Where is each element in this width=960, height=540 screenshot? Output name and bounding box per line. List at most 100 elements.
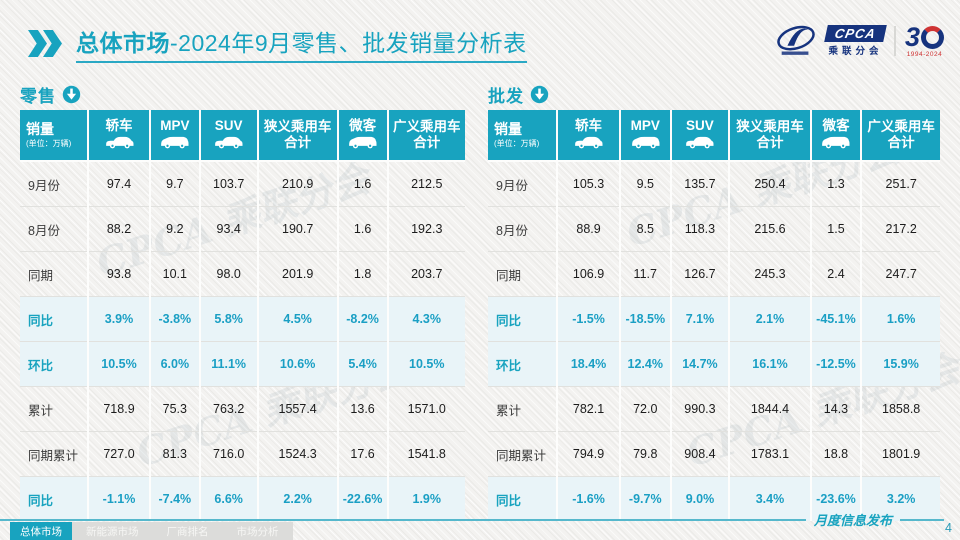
tab-label: 市场分析	[236, 525, 279, 538]
chevron-icon	[43, 30, 62, 57]
data-cell: 118.3	[670, 206, 731, 252]
row-header-title: 销量	[494, 121, 522, 138]
wholesale-section-header: 批发	[488, 84, 940, 106]
page-number: 4	[945, 521, 952, 535]
column-label: 微客	[349, 117, 377, 133]
table-row: 同期 93.8 10.1 98.0 201.9 1.8 203.7	[20, 251, 465, 297]
anniversary-ring-icon	[921, 25, 944, 49]
data-cell: 250.4	[729, 160, 812, 207]
column-header: SUV	[670, 110, 731, 161]
row-label: 同期	[488, 251, 559, 297]
retail-table-container: 零售 销量 (单位：万辆) 轿车 MPV SUV 狭义乘用车 合计 微客 广义乘用车 合计 9月份 9…	[20, 84, 465, 521]
data-cell: 763.2	[199, 386, 259, 432]
data-cell: 9.7	[149, 160, 201, 207]
cpca-logo: CPCA 乘联分会 3 1994-2024	[775, 20, 944, 62]
row-label: 环比	[20, 341, 90, 387]
column-label: 轿车	[105, 117, 133, 133]
column-header: 轿车	[88, 110, 151, 161]
table-row: 累计 782.1 72.0 990.3 1844.4 14.3 1858.8	[488, 386, 940, 432]
data-cell: 6.0%	[149, 341, 201, 387]
table-row: 环比 10.5% 6.0% 11.1% 10.6% 5.4% 10.5%	[20, 341, 465, 387]
data-cell: 908.4	[670, 431, 731, 477]
page-title-rest: -2024年9月零售、批发销量分析表	[170, 30, 527, 56]
cpca-acronym: CPCA	[824, 25, 887, 42]
data-cell: 4.3%	[387, 296, 465, 342]
column-label-line2: 合计	[887, 135, 915, 150]
data-cell: 18.4%	[557, 341, 621, 387]
data-cell: 8.5	[619, 206, 672, 252]
row-label: 累计	[20, 386, 90, 432]
data-cell: 1858.8	[861, 386, 940, 432]
data-cell: -1.6%	[557, 476, 621, 521]
column-header-sales: 销量 (单位：万辆)	[20, 110, 90, 161]
tab-oem-ranking[interactable]: 厂商排名	[153, 522, 223, 540]
data-cell: 93.4	[199, 206, 259, 252]
data-cell: 192.3	[387, 206, 465, 252]
retail-section-label: 零售	[20, 87, 56, 106]
data-cell: 105.3	[557, 160, 621, 207]
table-row: 累计 718.9 75.3 763.2 1557.4 13.6 1571.0	[20, 386, 465, 432]
data-cell: 217.2	[861, 206, 940, 252]
data-cell: 245.3	[729, 251, 812, 297]
column-label-line2: 合计	[756, 135, 784, 150]
footer-rule-short	[900, 518, 944, 521]
data-cell: 1.6%	[861, 296, 940, 342]
data-cell: 9.0%	[670, 476, 731, 521]
data-cell: 1557.4	[257, 386, 339, 432]
mpv-icon	[161, 136, 189, 148]
tab-label: 总体市场	[20, 525, 62, 538]
column-header: 狭义乘用车 合计	[729, 110, 812, 161]
data-cell: 2.2%	[257, 476, 339, 521]
down-arrow-badge-icon	[530, 85, 549, 104]
data-cell: 10.6%	[257, 341, 339, 387]
suv-icon	[215, 136, 243, 148]
tab-overall-market[interactable]: 总体市场	[10, 522, 72, 540]
row-label: 同比	[20, 476, 90, 521]
data-cell: 11.1%	[199, 341, 259, 387]
cpca-swoosh-icon	[777, 25, 815, 55]
data-cell: 1.3	[810, 160, 863, 207]
data-cell: 17.6	[337, 431, 389, 477]
column-label: SUV	[686, 117, 714, 133]
column-header: 广义乘用车 合计	[387, 110, 465, 161]
data-cell: 1571.0	[387, 386, 465, 432]
data-cell: 727.0	[88, 431, 151, 477]
data-cell: 7.1%	[670, 296, 731, 342]
row-label: 同比	[20, 296, 90, 342]
row-label: 同期累计	[20, 431, 90, 477]
data-cell: 14.7%	[670, 341, 731, 387]
publish-label: 月度信息发布	[813, 514, 892, 529]
data-cell: 11.7	[619, 251, 672, 297]
row-label: 同期累计	[488, 431, 559, 477]
footer-tabgroup: 新能源市场 厂商排名 市场分析	[72, 522, 293, 540]
wholesale-table-container: 批发 销量 (单位：万辆) 轿车 MPV SUV 狭义乘用车 合计 微客 广义乘用车 合计 9月份 1…	[488, 84, 940, 521]
data-cell: 93.8	[88, 251, 151, 297]
data-cell: 1.5	[810, 206, 863, 252]
data-cell: 2.4	[810, 251, 863, 297]
cpca-wordmark: CPCA 乘联分会	[824, 25, 887, 57]
column-label: 狭义乘用车	[736, 119, 804, 135]
data-cell: -1.1%	[88, 476, 151, 521]
data-cell: 718.9	[88, 386, 151, 432]
table-row: 同期累计 794.9 79.8 908.4 1783.1 18.8 1801.9	[488, 431, 940, 477]
header-row: 销量 (单位：万辆) 轿车 MPV SUV 狭义乘用车 合计 微客 广义乘用车 合计	[488, 110, 940, 161]
row-header-unit: (单位：万辆)	[494, 139, 540, 149]
table-row: 9月份 97.4 9.7 103.7 210.9 1.6 212.5	[20, 160, 465, 207]
data-cell: 10.1	[149, 251, 201, 297]
column-label: 广义乘用车	[393, 119, 461, 135]
data-cell: 6.6%	[199, 476, 259, 521]
retail-data-table: 销量 (单位：万辆) 轿车 MPV SUV 狭义乘用车 合计 微客 广义乘用车 合计 9月份 97.4…	[20, 110, 465, 521]
data-cell: 1.8	[337, 251, 389, 297]
data-cell: 9.2	[149, 206, 201, 252]
table-row: 同比 -1.1% -7.4% 6.6% 2.2% -22.6% 1.9%	[20, 476, 465, 521]
tab-label: 新能源市场	[86, 525, 139, 538]
tab-nev-market[interactable]: 新能源市场	[72, 522, 153, 540]
data-cell: -18.5%	[619, 296, 672, 342]
data-cell: 716.0	[199, 431, 259, 477]
data-cell: 103.7	[199, 160, 259, 207]
tab-market-analysis[interactable]: 市场分析	[223, 522, 293, 540]
data-cell: 782.1	[557, 386, 621, 432]
down-arrow-badge-icon	[62, 85, 81, 104]
row-label: 9月份	[20, 160, 90, 207]
